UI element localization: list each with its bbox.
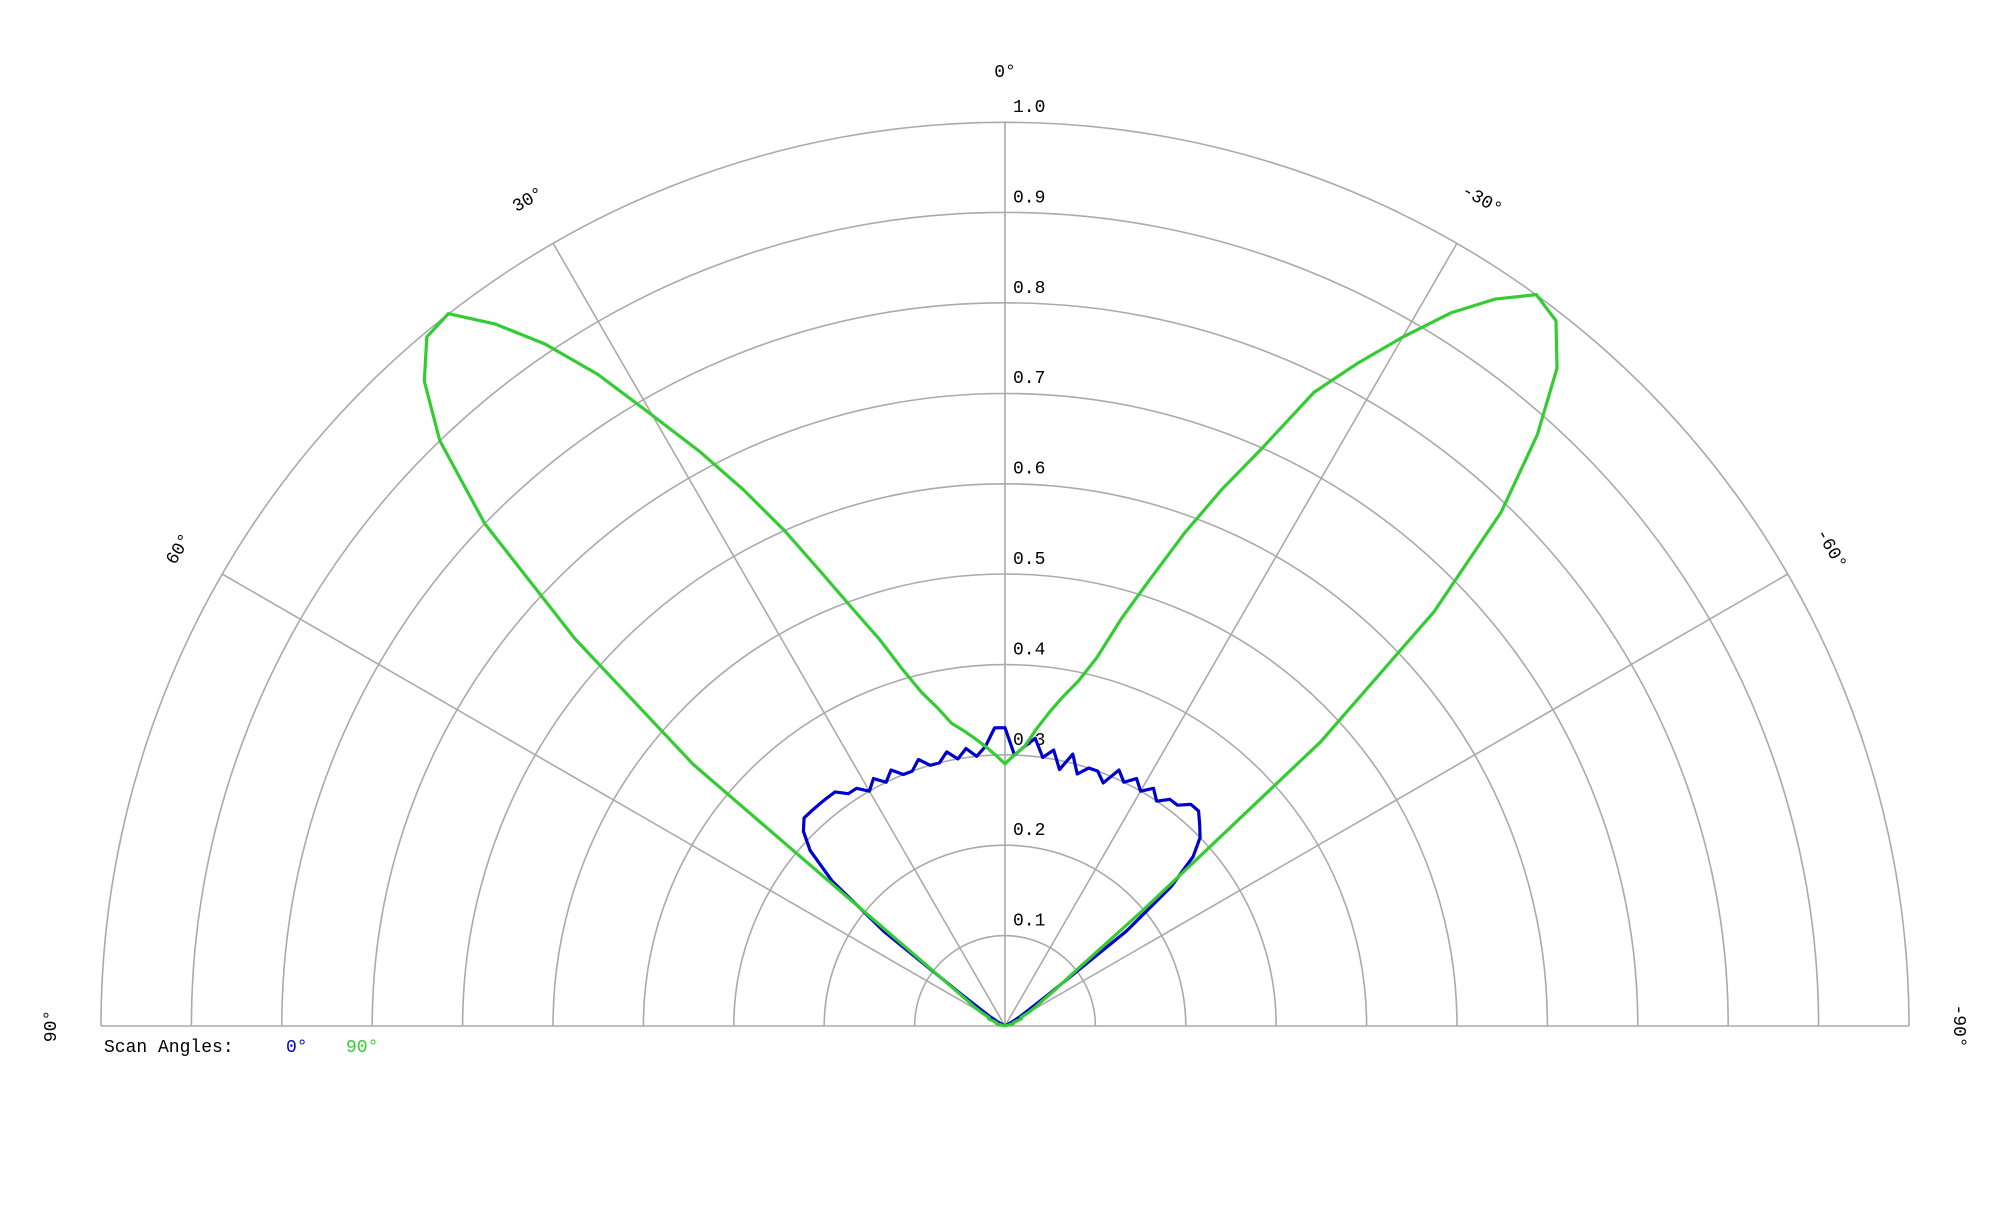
theta-tick-label: -90°: [1948, 1004, 1968, 1047]
r-tick-label: 0.7: [1013, 369, 1045, 389]
theta-tick-label: 0°: [994, 63, 1016, 83]
series-line: [801, 726, 1202, 1028]
r-tick-label: 0.5: [1013, 550, 1045, 570]
r-tick-label: 0.4: [1013, 640, 1045, 660]
r-tick-label: 0.9: [1013, 188, 1045, 208]
grid-spoke: [552, 242, 1006, 1027]
legend: Scan Angles: 0° 90°: [104, 1038, 378, 1058]
legend-entry: 0°: [286, 1038, 308, 1058]
r-tick-label: 0.6: [1013, 460, 1045, 480]
grid-spoke: [1004, 242, 1458, 1027]
grid-spoke: [1004, 573, 1789, 1027]
r-tick-label: 0.2: [1013, 821, 1045, 841]
series-line: [422, 293, 1559, 1028]
r-tick-label: 0.8: [1013, 279, 1045, 299]
theta-tick-label: 90°: [42, 1010, 62, 1042]
theta-tick-label: 60°: [163, 530, 197, 568]
r-tick-label: 0.1: [1013, 912, 1045, 932]
theta-tick-label: -60°: [1811, 526, 1850, 573]
r-tick-label: 1.0: [1013, 98, 1045, 118]
plot-area: [422, 293, 1559, 1028]
theta-tick-label: 30°: [509, 184, 547, 218]
theta-tick-label: -30°: [1458, 181, 1505, 220]
legend-title: Scan Angles:: [104, 1038, 234, 1058]
grid: 0.10.20.30.40.50.60.70.80.91.0-90°-60°-3…: [42, 63, 1968, 1048]
legend-entry: 90°: [346, 1038, 378, 1058]
grid-spoke: [221, 573, 1006, 1027]
